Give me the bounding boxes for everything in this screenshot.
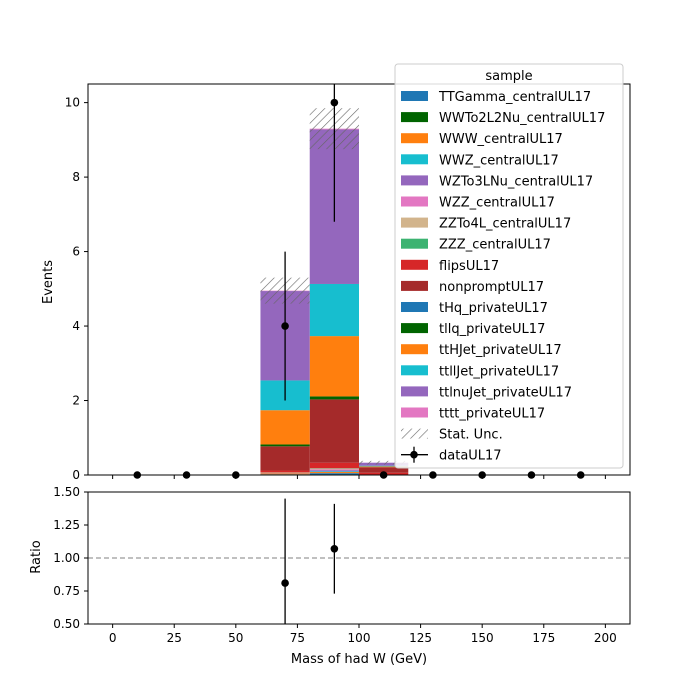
bar-ttllJet_privateUL17-bin-4: [309, 283, 359, 337]
main-ytick-label-4: 8: [72, 170, 80, 184]
bar-flipsUL17-bin-4: [309, 462, 359, 469]
legend-label-6: ZZTo4L_centralUL17: [439, 217, 571, 232]
ratio-point-1: [330, 544, 339, 553]
ratio-plot: 0.50 0.75 1.00 1.25 1.50 0 25 50 75 100 125 150 175 2…: [53, 485, 631, 645]
bar-ttllJet_privateUL17-bin-5: [359, 465, 409, 467]
legend-label-1: WWTo2L2Nu_centralUL17: [439, 111, 605, 126]
bar-ttHJet_privateUL17-bin-4: [309, 336, 359, 397]
main-y-axis-label: Events: [41, 260, 56, 304]
x-axis-label: Mass of had W (GeV): [291, 652, 427, 667]
ratio-xtick-label-3: 75: [290, 631, 305, 645]
bar-WWW_centralUL17-bin-3: [260, 473, 310, 475]
legend-swatch-13: [401, 365, 428, 376]
ratio-ytick-label-0: 0.50: [53, 617, 80, 631]
legend-swatch-1: [401, 112, 428, 123]
legend-label-4: WZTo3LNu_centralUL17: [439, 174, 593, 189]
legend-swatch-3: [401, 154, 428, 165]
legend-swatch-11: [401, 323, 428, 334]
legend-swatch-7: [401, 238, 428, 249]
ratio-point-0: [281, 579, 289, 587]
legend-label-7: ZZZ_centralUL17: [439, 238, 551, 253]
ratio-xtick-label-0: 0: [109, 631, 117, 645]
legend-swatch-4: [401, 175, 428, 186]
ratio-ytick-label-1: 0.75: [53, 584, 80, 598]
ratio-xtick-label-1: 25: [167, 631, 182, 645]
legend-label-0: TTGamma_centralUL17: [438, 90, 591, 105]
bar-nonpromptUL17-bin-3: [260, 446, 310, 471]
axes-labels: Events Ratio Mass of had W (GeV): [29, 260, 427, 667]
ratio-xtick-label-2: 50: [228, 631, 243, 645]
legend-swatch-12: [401, 344, 428, 355]
bar-WWZ_centralUL17-bin-4: [309, 471, 359, 473]
legend-label-3: WWZ_centralUL17: [439, 153, 559, 168]
bar-tllq_privateUL17-bin-4: [309, 396, 359, 400]
legend-box: [394, 63, 624, 469]
ratio-xtick-label-4: 100: [348, 631, 371, 645]
ratio-xtick-label-8: 200: [594, 631, 617, 645]
legend-label-10: tHq_privateUL17: [439, 301, 548, 316]
main-ytick-label-3: 6: [72, 245, 80, 259]
bar-nonpromptUL17-bin-4: [309, 399, 359, 463]
bar-ttHJet_privateUL17-bin-3: [260, 410, 310, 445]
main-ytick-label-1: 2: [72, 394, 80, 408]
bar-WWW_centralUL17-bin-4: [309, 472, 359, 474]
legend-title: sample: [485, 69, 532, 84]
bar-flipsUL17-bin-3: [260, 470, 310, 473]
legend-swatch-10: [401, 302, 428, 312]
legend-label-5: WZZ_centralUL17: [439, 196, 555, 211]
ratio-xtick-label-7: 175: [532, 631, 555, 645]
legend-swatch-15: [401, 407, 428, 418]
legend-data-marker: [410, 450, 418, 459]
bar-WZTo3LNu_centralUL17-bin-4: [309, 470, 359, 472]
legend-swatch-0: [401, 91, 428, 101]
bar-nonpromptUL17-bin-5: [359, 467, 409, 473]
legend-swatch-2: [401, 133, 428, 144]
main-ytick-label-5: 10: [65, 96, 80, 110]
main-ytick-label-2: 4: [72, 319, 80, 333]
legend-label-16: Stat. Unc.: [439, 428, 503, 443]
legend-label-8: flipsUL17: [439, 259, 499, 274]
legend-swatch-9: [401, 280, 428, 291]
legend-swatch-8: [401, 259, 428, 270]
legend-swatch-stat-unc: [401, 428, 428, 439]
data-point-4: [330, 98, 339, 107]
legend-swatch-5: [401, 196, 428, 207]
ratio-xtick-label-6: 150: [471, 631, 494, 645]
ratio-ytick-label-3: 1.25: [53, 518, 80, 532]
main-ytick-label-0: 0: [72, 468, 80, 482]
legend-label-11: tllq_privateUL17: [439, 322, 545, 337]
legend: sample TTGamma_centralUL17 WWTo2L2Nu_cent…: [394, 63, 624, 469]
bar-WZZ_centralUL17-bin-4: [309, 469, 359, 471]
ratio-y-axis-label: Ratio: [29, 540, 44, 573]
data-point-3: [281, 322, 289, 330]
legend-label-17: dataUL17: [439, 449, 502, 464]
bar-ZZTo4L_centralUL17-bin-4: [309, 468, 359, 470]
legend-label-13: ttllJet_privateUL17: [439, 364, 559, 379]
legend-swatch-6: [401, 217, 428, 228]
legend-label-12: ttHJet_privateUL17: [439, 343, 562, 358]
legend-label-15: tttt_privateUL17: [439, 407, 545, 422]
main-plot: 0 2 4 6 8 10: [65, 83, 631, 482]
ratio-xtick-label-5: 125: [409, 631, 432, 645]
bar-ZZTo4L_centralUL17-bin-3: [260, 472, 310, 474]
legend-swatch-14: [401, 386, 428, 397]
stat-unc-band-bin-5: [359, 460, 409, 465]
bar-tllq_privateUL17-bin-3: [260, 444, 310, 447]
legend-label-14: ttlnuJet_privateUL17: [439, 385, 572, 400]
bar-TTGamma_centralUL17-bin-4: [309, 473, 359, 475]
ratio-ytick-label-4: 1.50: [53, 485, 80, 499]
legend-label-9: nonpromptUL17: [439, 280, 544, 295]
ratio-ytick-label-2: 1.00: [53, 551, 80, 565]
bar-ttHJet_privateUL17-bin-5: [359, 466, 409, 468]
legend-label-2: WWW_centralUL17: [439, 132, 563, 147]
